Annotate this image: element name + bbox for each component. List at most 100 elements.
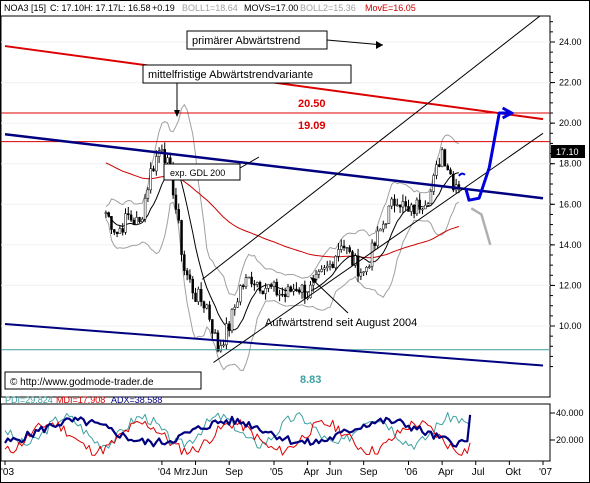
candle-body xyxy=(320,268,323,272)
candle-body xyxy=(110,216,113,230)
pdi-line xyxy=(4,412,471,450)
candle-body xyxy=(373,242,377,246)
y-tick-label: 22.00 xyxy=(559,78,582,88)
candle-body xyxy=(337,249,340,257)
indicator-plot xyxy=(4,412,472,456)
indicator-header: PDI=29.824 MDI=17.908 ADX=38.588 xyxy=(5,395,162,405)
candle-body xyxy=(278,293,281,296)
x-tick-label: '04 Mrz xyxy=(158,467,190,478)
last-price-value: 17.10 xyxy=(556,147,579,157)
candle-body xyxy=(443,149,447,167)
candle-body xyxy=(185,270,189,276)
lower-downtrend-line xyxy=(4,322,544,367)
candle-body xyxy=(239,285,242,303)
header-move: MovE=16.05 xyxy=(365,3,416,13)
candle-body xyxy=(244,277,248,287)
indicator-panel xyxy=(0,403,551,462)
candle-body xyxy=(166,157,169,164)
candle-body xyxy=(309,284,312,298)
candle-body xyxy=(384,223,388,225)
projection-up-arrow xyxy=(464,111,512,202)
primary-trend-box xyxy=(186,30,328,50)
candle-body xyxy=(424,205,427,210)
candle-body xyxy=(253,283,256,286)
level-1909-label: 19.09 xyxy=(298,120,326,132)
price-plot xyxy=(1,16,550,371)
x-tick-label: Apr xyxy=(438,467,454,478)
y-tick-label: 12.00 xyxy=(559,280,582,290)
candle-body xyxy=(225,323,228,346)
candle-body xyxy=(118,228,122,234)
y-tick-label: 24.00 xyxy=(559,37,582,47)
candle-body xyxy=(446,165,449,171)
candle-body xyxy=(379,228,382,232)
candle-body xyxy=(132,219,136,225)
candle-body xyxy=(129,214,133,221)
candle-body xyxy=(432,175,435,192)
gdl-label: exp. GDL 200 xyxy=(170,168,225,178)
candle-body xyxy=(412,204,416,215)
indicator-pdi: PDI=29.824 xyxy=(5,395,53,405)
candle-body xyxy=(303,284,307,299)
candle-body xyxy=(345,247,349,249)
header-close: C: 17.10 xyxy=(50,3,84,13)
candle-body xyxy=(113,229,116,233)
copyright-label: © http://www.godmode-trader.de xyxy=(10,377,154,388)
candle-body xyxy=(398,204,402,208)
header-low: L: 16.58 xyxy=(118,3,151,13)
x-tick-label: '07 xyxy=(539,467,552,478)
candle-body xyxy=(213,332,217,334)
candle-body xyxy=(410,204,413,212)
candle-body xyxy=(281,293,284,296)
candle-body xyxy=(227,323,231,332)
header-high: H: 17.17 xyxy=(84,3,118,13)
candle-body xyxy=(188,274,192,280)
candle-body xyxy=(250,276,253,285)
candle-body xyxy=(180,220,183,255)
candle-body xyxy=(216,332,220,352)
candle-body xyxy=(382,223,385,230)
primary-trend-label: primärer Abwärtstrend xyxy=(192,35,300,47)
candle-body xyxy=(255,282,259,285)
candle-body xyxy=(152,168,155,172)
gdl-box xyxy=(163,163,241,181)
x-tick-label: Sep xyxy=(225,467,243,478)
candle-body xyxy=(155,156,158,172)
candle-body xyxy=(300,284,304,293)
candle-body xyxy=(415,199,419,215)
candle-body xyxy=(426,203,430,206)
candle-body xyxy=(370,242,374,267)
candle-body xyxy=(342,245,346,249)
candle-body xyxy=(241,285,245,287)
candle-body xyxy=(317,271,321,275)
y-tick-label: 18.00 xyxy=(559,159,582,169)
medium-trend-label: mittelfristige Abwärtstrendvariante xyxy=(148,69,313,81)
candle-body xyxy=(230,309,234,332)
ind-y-tick-label: 20.000 xyxy=(556,435,584,445)
x-tick-label: Okt xyxy=(505,467,521,478)
candle-body xyxy=(197,288,200,302)
candle-body xyxy=(438,164,441,167)
ind-y-tick-label: 40.000 xyxy=(556,408,584,418)
candle-body xyxy=(107,212,110,217)
candle-body xyxy=(323,267,326,270)
medium-downtrend-line xyxy=(4,133,544,200)
uptrend-pointer xyxy=(311,278,349,314)
candle-body xyxy=(356,255,360,277)
candle-body xyxy=(127,213,130,216)
projection-up-hook xyxy=(458,172,466,177)
medium-trend-box xyxy=(142,64,352,84)
x-tick-label: '05 xyxy=(270,467,283,478)
candle-body xyxy=(376,230,379,246)
candle-body xyxy=(205,304,208,309)
y-tick-label: 20.00 xyxy=(559,118,582,128)
x-tick-label: Apr xyxy=(304,467,320,478)
candle-body xyxy=(163,149,166,164)
candle-body xyxy=(233,307,237,310)
candle-body xyxy=(264,288,267,294)
bollinger-lower xyxy=(105,201,460,371)
candle-body xyxy=(183,254,186,271)
candle-body xyxy=(208,304,211,320)
candle-body xyxy=(351,251,354,266)
candle-body xyxy=(365,266,368,272)
